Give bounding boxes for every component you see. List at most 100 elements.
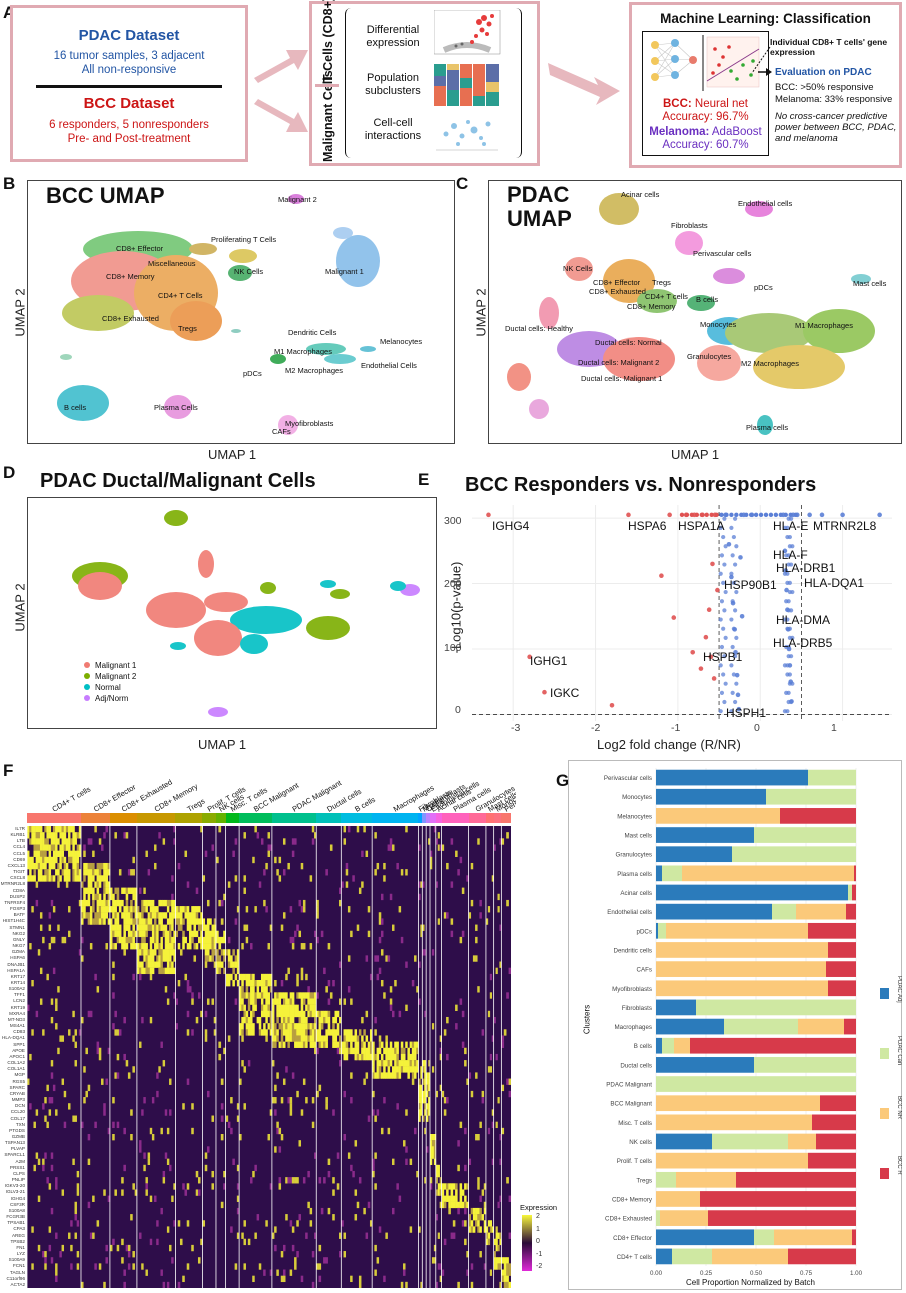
heatmap-cell	[418, 998, 421, 1005]
heatmap-cell	[154, 918, 157, 925]
heatmap-cell	[280, 980, 284, 987]
heatmap-cell	[143, 906, 146, 913]
heatmap-cell	[109, 1244, 113, 1252]
heatmap-cell	[327, 1016, 331, 1024]
heatmap-cell	[477, 1177, 480, 1184]
heatmap-cell	[112, 1097, 115, 1104]
heatmap-cell	[160, 1269, 163, 1276]
heatmap-cell	[98, 862, 102, 870]
heatmap-cell	[258, 1016, 262, 1024]
heatmap-cell	[182, 930, 185, 938]
legend-dot	[84, 684, 90, 690]
heatmap-cell	[206, 998, 210, 1005]
heatmap-cell	[78, 826, 82, 833]
heatmap-cell	[136, 955, 140, 962]
heatmap-cell	[70, 1244, 73, 1252]
heatmap-cell	[160, 1041, 163, 1048]
heatmap-cell	[39, 924, 43, 931]
heatmap-cell	[149, 973, 153, 981]
heatmap-cell	[149, 1238, 153, 1246]
heatmap-cell	[339, 1047, 342, 1055]
heatmap-cell	[493, 1016, 496, 1024]
pdac-label: M2 Macrophages	[741, 359, 799, 368]
heatmap-cell	[44, 1115, 47, 1122]
cluster-color-segment	[136, 813, 176, 823]
heatmap-cell	[89, 912, 93, 919]
g-bar-segment	[656, 1133, 712, 1150]
heatmap-cell	[508, 1078, 511, 1085]
volcano-point	[788, 512, 793, 518]
heatmap-cell	[426, 1115, 429, 1122]
heatmap-cell	[250, 986, 253, 993]
heatmap-cell	[325, 1035, 328, 1042]
heatmap-cell	[169, 936, 172, 944]
heatmap-cell	[475, 924, 478, 931]
heatmap-cell	[191, 918, 194, 925]
heatmap-cell	[220, 936, 224, 944]
volcano-point	[714, 512, 719, 518]
heatmap-cell	[274, 1029, 277, 1036]
g-legend-swatch	[880, 1168, 889, 1179]
gene-row-label: TAGLN	[10, 1269, 25, 1275]
heatmap-cell	[96, 1047, 100, 1055]
volcano-point	[719, 512, 724, 518]
heatmap-cell	[186, 1263, 190, 1270]
heatmap-cell	[411, 1053, 415, 1061]
heatmap-cell	[466, 1201, 469, 1209]
g-bar-segment	[656, 1229, 754, 1246]
heatmap-cell	[234, 875, 238, 882]
heatmap-cell	[87, 875, 91, 882]
heatmap-cell	[96, 893, 100, 901]
heatmap-cell	[414, 1060, 417, 1067]
heatmap-cell	[55, 838, 58, 845]
heatmap-cell	[450, 1201, 454, 1209]
heatmap-cell	[493, 1257, 496, 1264]
g-category-label: PDAC Malignant	[606, 1082, 652, 1089]
heatmap-cell	[107, 918, 111, 925]
volcano-point	[706, 607, 712, 613]
heatmap-cell	[280, 1010, 284, 1018]
heatmap-cell	[243, 1016, 246, 1024]
heatmap-cell	[200, 1238, 203, 1246]
heatmap-cell	[499, 1134, 502, 1141]
pdac-ductal-legend: Malignant 1 Malignant 2 Normal Adj/Norm	[84, 661, 136, 705]
pdac-label: Ductal cells: Normal	[595, 338, 662, 347]
cluster-label: CD4+ T cells	[50, 784, 92, 813]
heatmap-cell	[151, 961, 155, 968]
heatmap-cell	[300, 998, 304, 1005]
heatmap-cell	[209, 930, 212, 938]
heatmap-cell	[318, 1010, 322, 1018]
heatmap-cell	[431, 1134, 435, 1141]
heatmap-cell	[211, 998, 215, 1005]
heatmap-cell	[495, 967, 498, 975]
heatmap-cell	[265, 1220, 268, 1227]
heatmap-cell	[263, 1004, 266, 1011]
heatmap-cell	[169, 961, 172, 968]
heatmap-cell	[55, 850, 58, 857]
heatmap-cell	[345, 1029, 349, 1036]
heatmap-cell	[85, 887, 88, 894]
heatmap-cell	[311, 1251, 315, 1258]
heatmap-cell	[475, 1072, 478, 1079]
heatmap-cell	[347, 955, 351, 962]
heatmap-cell	[352, 875, 355, 882]
heatmap-cell	[372, 1170, 375, 1178]
g-category-label: Mast cells	[624, 833, 652, 840]
heatmap-cell	[116, 899, 120, 907]
heatmap-cell	[291, 1035, 295, 1042]
heatmap-cell	[298, 1016, 302, 1024]
heatmap-cell	[269, 1010, 273, 1018]
heatmap-cell	[39, 869, 43, 876]
heatmap-cell	[443, 1238, 447, 1246]
heatmap-cell	[300, 1004, 304, 1011]
heatmap-cell	[68, 826, 71, 833]
heatmap-cell	[356, 1041, 360, 1048]
volcano-point	[708, 654, 714, 660]
volcano-point	[729, 574, 734, 580]
heatmap-cell	[318, 1244, 322, 1252]
heatmap-cell	[123, 918, 126, 925]
g-legend-label: BCC R	[896, 1156, 902, 1175]
heatmap-cell	[197, 918, 201, 925]
heatmap-cell	[314, 1041, 317, 1048]
gene-row-label: DCN	[15, 1103, 25, 1109]
